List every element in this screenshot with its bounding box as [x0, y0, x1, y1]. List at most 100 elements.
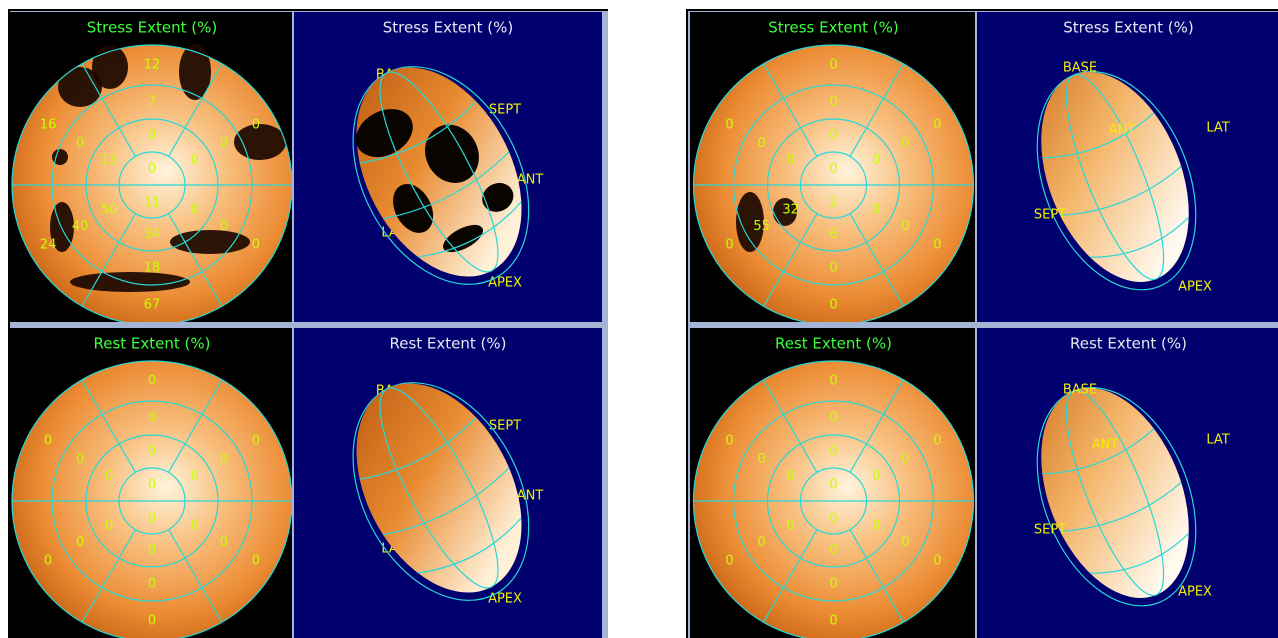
segment-value: 0: [148, 512, 156, 527]
segment-value: 0: [148, 444, 156, 459]
segment-value: 0: [786, 153, 794, 168]
segment-value: 0: [220, 219, 228, 234]
segment-value: 0: [901, 219, 909, 234]
segment-value: 0: [725, 434, 733, 449]
segment-value: 0: [933, 238, 941, 253]
segment-value: 0: [725, 238, 733, 253]
segment-value: 0: [44, 554, 52, 569]
segment-value: 0: [76, 452, 84, 467]
segment-value: 0: [148, 411, 156, 426]
orientation-label: ANT: [517, 489, 544, 504]
segment-value: 0: [252, 434, 260, 449]
polar-title: Rest Extent (%): [93, 335, 210, 353]
segment-value: 6: [829, 227, 837, 242]
segment-value: 0: [148, 374, 156, 389]
segment-value: 0: [829, 512, 837, 527]
segment-value: 0: [757, 535, 765, 550]
model-title: Stress Extent (%): [383, 19, 513, 37]
segment-value: 55: [753, 219, 770, 234]
segment-value: 0: [725, 118, 733, 133]
segment-value: 18: [144, 261, 161, 276]
orientation-label: ANT: [1109, 123, 1136, 138]
segment-value: 0: [829, 614, 837, 629]
segment-value: 0: [933, 118, 941, 133]
orientation-label: SEPT: [1034, 523, 1066, 538]
segment-value: 0: [252, 238, 260, 253]
orientation-label: ANT: [1092, 438, 1119, 453]
segment-value: 0: [148, 577, 156, 592]
orientation-label: SEPT: [489, 103, 521, 118]
segment-value: 0: [829, 261, 837, 276]
orientation-label: BASE: [1063, 61, 1097, 76]
segment-value: 0: [148, 128, 156, 143]
segment-value: 0: [725, 554, 733, 569]
segment-value: 16: [40, 118, 57, 133]
segment-value: 0: [786, 469, 794, 484]
orientation-label: LAT: [1206, 433, 1229, 448]
segment-value: 0: [757, 136, 765, 151]
segment-value: 0: [252, 118, 260, 133]
heart-model: Rest Extent (%)BASESEPTANTINFLATAPEX: [294, 328, 602, 638]
heart-model: Rest Extent (%) BASE ANT LAT SEPT APEX: [977, 328, 1278, 638]
segment-value: 7: [148, 95, 156, 110]
segment-value: 0: [191, 153, 199, 168]
segment-value: 2: [829, 196, 837, 211]
segment-value: 24: [40, 238, 57, 253]
heart-model: Stress Extent (%)BASEANTLATSEPTAPEX: [977, 12, 1278, 322]
segment-value: 0: [901, 535, 909, 550]
segment-value: 0: [933, 434, 941, 449]
polar-title: Stress Extent (%): [87, 19, 217, 37]
polar-title: Rest Extent (%): [775, 335, 892, 353]
segment-value: 0: [148, 162, 156, 177]
orientation-label: APEX: [488, 276, 522, 291]
heart-model: Stress Extent (%)BASESEPTANTINFLATAPEX: [294, 12, 602, 322]
viewer: Stress Extent (%)12006724167001840000034…: [0, 0, 1278, 638]
segment-value: 0: [829, 374, 837, 389]
segment-value: 0: [148, 478, 156, 493]
orientation-label: LAT: [1206, 121, 1229, 136]
segment-value: 0: [220, 535, 228, 550]
polar-map: Stress Extent (%)12006724167001840000034…: [10, 12, 292, 325]
segment-value: 0: [191, 202, 199, 217]
segment-value: 0: [220, 452, 228, 467]
segment-value: 0: [44, 434, 52, 449]
segment-value: 0: [252, 554, 260, 569]
segment-value: 11: [144, 196, 161, 211]
model-title: Stress Extent (%): [1063, 19, 1193, 37]
segment-value: 67: [144, 298, 161, 313]
segment-value: 0: [757, 452, 765, 467]
segment-value: 0: [148, 543, 156, 558]
segment-value: 0: [220, 136, 228, 151]
segment-value: 13: [101, 153, 118, 168]
segment-value: 0: [901, 136, 909, 151]
segment-value: 0: [872, 469, 880, 484]
segment-value: 0: [829, 95, 837, 110]
model-title: Rest Extent (%): [389, 335, 506, 353]
segment-value: 0: [872, 202, 880, 217]
segment-value: 0: [829, 478, 837, 493]
orientation-label: ANT: [517, 173, 544, 188]
polar-title: Stress Extent (%): [768, 19, 898, 37]
segment-value: 32: [782, 202, 799, 217]
segment-value: 0: [829, 58, 837, 73]
model-title: Rest Extent (%): [1070, 335, 1187, 353]
segment-value: 0: [786, 518, 794, 533]
segment-value: 0: [829, 543, 837, 558]
polar-disc: [694, 361, 974, 638]
segment-value: 0: [829, 577, 837, 592]
segment-value: 0: [76, 136, 84, 151]
segment-value: 0: [872, 153, 880, 168]
orientation-label: SEPT: [1034, 208, 1066, 223]
segment-value: 0: [829, 298, 837, 313]
segment-value: 34: [144, 227, 161, 242]
segment-value: 0: [148, 614, 156, 629]
orientation-label: BASE: [1063, 383, 1097, 398]
segment-value: 50: [101, 202, 118, 217]
segment-value: 0: [105, 469, 113, 484]
orientation-label: APEX: [488, 592, 522, 607]
segment-value: 0: [829, 162, 837, 177]
orientation-label: APEX: [1178, 585, 1212, 600]
